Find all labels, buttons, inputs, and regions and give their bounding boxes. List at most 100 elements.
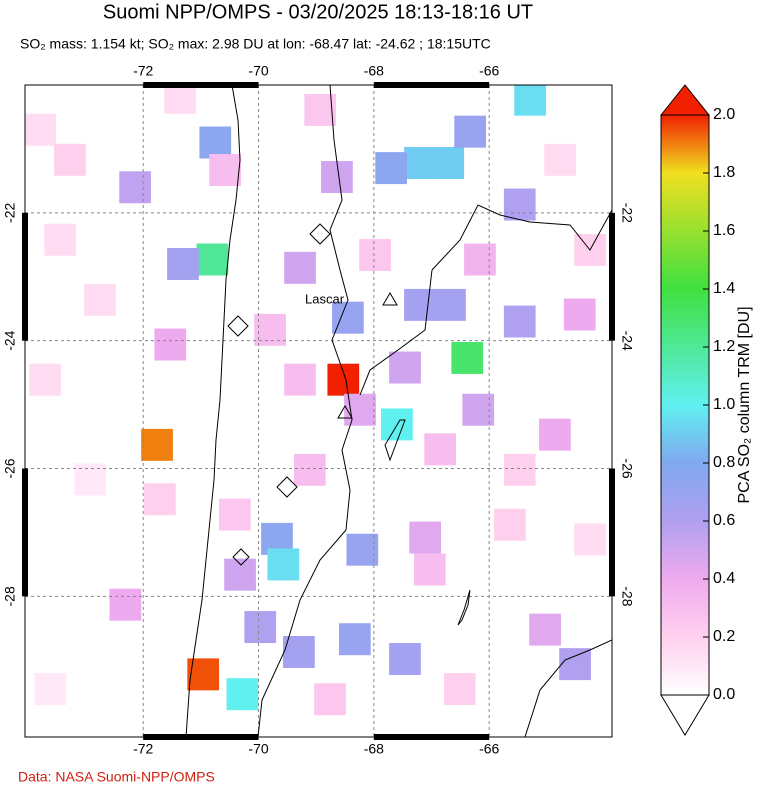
colorbar-tick-label: 0.2 [713, 628, 735, 645]
x-tick-label: -72 [133, 63, 153, 79]
frame-bar [373, 82, 490, 88]
x-tick-label: -68 [364, 63, 384, 79]
so2-cell [346, 533, 379, 566]
volcano-marker [382, 292, 398, 306]
so2-cell [389, 643, 421, 675]
frame-ticks [22, 82, 615, 740]
footer-credit: Data: NASA Suomi-NPP/OMPS [18, 769, 215, 785]
colorbar-ramp [660, 114, 710, 696]
grid [25, 85, 612, 737]
border [524, 639, 612, 737]
y-tick-label: -24 [2, 330, 18, 350]
so2-cell [34, 673, 67, 706]
map-frame [24, 84, 613, 738]
lake [457, 589, 471, 626]
volcano-marker [337, 405, 353, 419]
x-tick-label: -66 [479, 63, 499, 79]
coastline [185, 85, 241, 737]
so2-cell [559, 648, 591, 681]
so2-cell [503, 188, 536, 221]
so2-cell [464, 243, 496, 276]
so2-cell [424, 433, 457, 466]
colorbar: PCA SO₂ column TRM [DU] 0.0 0.2 0.4 0.6 0.8 1… [659, 84, 753, 736]
so2-cell [209, 154, 241, 186]
so2-cell [344, 393, 376, 426]
so2-cell [529, 613, 561, 646]
y-tick-label: -22 [619, 203, 635, 223]
site-marker [232, 548, 250, 566]
so2-cell [451, 341, 484, 374]
so2-cell [409, 521, 442, 554]
frame-bar [22, 212, 28, 341]
colorbar-tick-label: 0.4 [713, 570, 735, 587]
so2-cell [141, 428, 173, 461]
so2-cell [413, 553, 446, 586]
so2-cell [199, 126, 232, 159]
boundaries [185, 85, 612, 737]
site-marker [227, 315, 249, 337]
so2-cell [314, 683, 346, 716]
frame-bar [22, 468, 28, 597]
so2-cell [404, 288, 436, 321]
x-tick-label: -72 [133, 741, 153, 757]
so2-cell [389, 351, 421, 384]
so2-cell [109, 588, 142, 621]
volcano-label: Lascar [305, 291, 345, 306]
frame-bar [373, 734, 490, 740]
so2-cell [293, 453, 326, 486]
colorbar-label: PCA SO₂ column TRM [DU] [736, 306, 753, 503]
subtitle: SO₂ mass: 1.154 kt; SO₂ max: 2.98 DU at … [20, 36, 491, 52]
colorbar-tick-label: 2.0 [713, 106, 735, 123]
colorbar-tick-label: 1.2 [713, 338, 735, 355]
so2-cell [404, 147, 436, 179]
so2-cell [284, 363, 316, 396]
so2-cell [267, 548, 300, 581]
so2-cell [54, 143, 86, 176]
so2-cell [164, 85, 196, 114]
so2-cell [443, 673, 476, 706]
title: Suomi NPP/OMPS - 03/20/2025 18:13-18:16 … [103, 1, 533, 23]
so2-cell [167, 248, 199, 280]
border [384, 419, 406, 462]
so2-cell [503, 305, 536, 338]
colorbar-tick-label: 1.4 [713, 280, 735, 297]
colorbar-tick-label: 0.8 [713, 454, 735, 471]
so2-cell [196, 243, 229, 276]
border [257, 85, 353, 737]
so2-cells [25, 85, 606, 716]
site-marker [309, 223, 331, 245]
colorbar-max-arrow [659, 84, 711, 116]
colorbar-tick-label: 1.8 [713, 164, 735, 181]
so2-cell [321, 161, 353, 194]
frame-bar [143, 734, 259, 740]
so2-cell [226, 678, 259, 711]
border [431, 204, 612, 271]
y-tick-label: -24 [619, 331, 635, 351]
so2-cell [284, 251, 316, 284]
so2-cell [454, 115, 487, 148]
so2-cell [244, 611, 277, 644]
so2-cell [503, 453, 536, 486]
so2-cell [25, 113, 56, 146]
colorbar-tick-label: 0.0 [713, 686, 735, 703]
so2-cell [514, 85, 546, 116]
so2-cell [283, 636, 315, 668]
y-tick-label: -28 [2, 586, 18, 606]
so2-cell [119, 171, 151, 204]
so2-cell [154, 328, 187, 361]
site-marker [276, 476, 298, 498]
colorbar-min-arrow [660, 694, 710, 736]
colorbar-tick-label: 0.6 [713, 512, 735, 529]
so2-cell [539, 418, 571, 451]
so2-cell [144, 483, 176, 516]
frame-bar [609, 468, 615, 597]
markers [227, 223, 398, 566]
so2-cell [544, 143, 576, 176]
so2-cell [359, 239, 391, 272]
so2-cell [332, 301, 364, 334]
x-tick-label: -68 [364, 741, 384, 757]
so2-cell [432, 147, 465, 179]
frame-bar [143, 82, 259, 88]
y-tick-label: -26 [619, 458, 635, 478]
